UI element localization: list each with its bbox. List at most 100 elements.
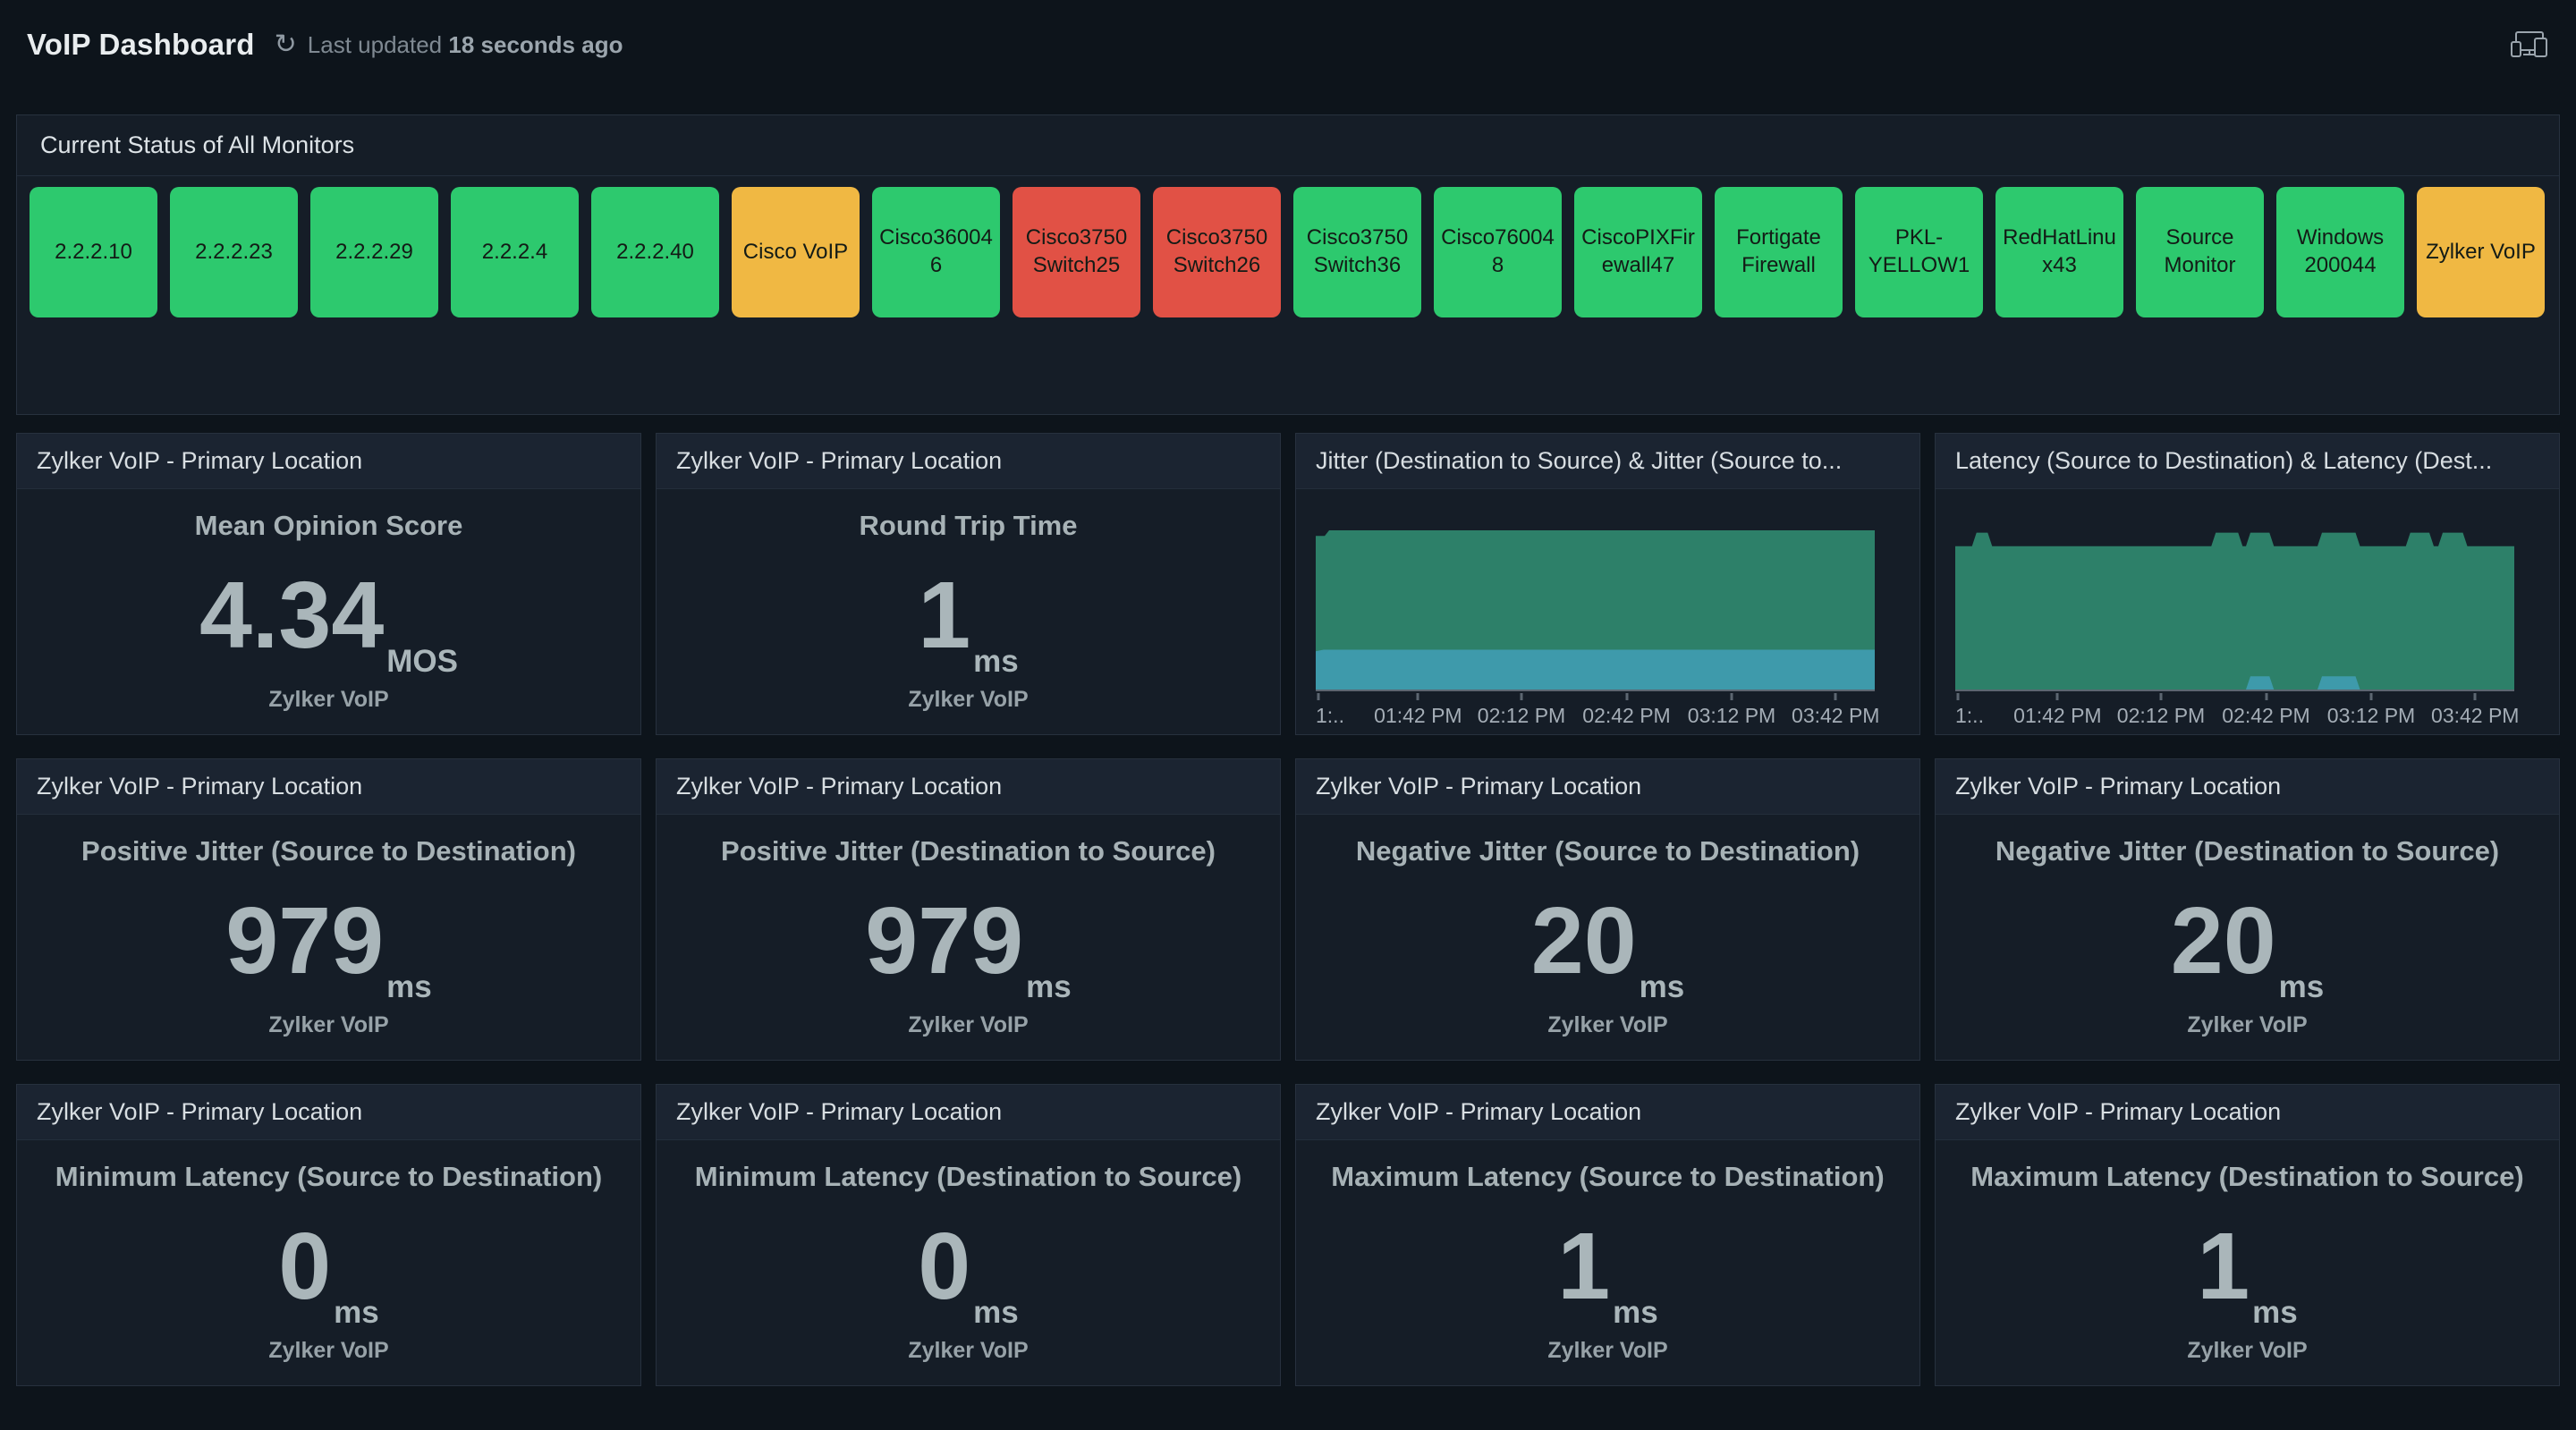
metric-card-max-latency-ds: Zylker VoIP - Primary Location Maximum L… xyxy=(1935,1084,2560,1386)
card-header: Zylker VoIP - Primary Location xyxy=(17,434,640,489)
last-updated-group: ↻ Last updated 18 seconds ago xyxy=(275,31,623,59)
card-header: Zylker VoIP - Primary Location xyxy=(1296,1085,1919,1140)
monitor-tiles: 2.2.2.10 2.2.2.23 2.2.2.29 2.2.2.4 2.2.2.40 C… xyxy=(17,176,2559,317)
metric-value-number: 0 xyxy=(918,1213,971,1319)
metric-unit: ms xyxy=(386,969,432,1004)
page-title: VoIP Dashboard xyxy=(27,28,255,61)
axis-tick-label: 02:12 PM xyxy=(1477,704,1566,727)
metric-unit: ms xyxy=(973,644,1019,679)
metric-title: Negative Jitter (Destination to Source) xyxy=(1995,835,2500,867)
metric-value-number: 20 xyxy=(2170,887,2276,994)
metric-card-positive-jitter-ds: Zylker VoIP - Primary Location Positive … xyxy=(656,758,1281,1061)
axis-tick xyxy=(1956,693,1959,700)
monitor-tile[interactable]: Source Monitor xyxy=(2136,187,2264,317)
x-axis-labels: 1:.. 01:42 PM 02:12 PM 02:42 PM 03:12 PM 03:4… xyxy=(1955,704,2519,731)
chart-card-jitter: Jitter (Destination to Source) & Jitter … xyxy=(1295,433,1920,735)
card-body: Negative Jitter (Source to Destination) … xyxy=(1296,815,1919,1060)
chart-body: 1:.. 01:42 PM 02:12 PM 02:42 PM 03:12 PM 03:4… xyxy=(1296,489,1919,734)
monitor-tile[interactable]: Windows 200044 xyxy=(2276,187,2404,317)
topbar: VoIP Dashboard ↻ Last updated 18 seconds… xyxy=(0,0,2576,89)
area-series xyxy=(1955,532,2514,690)
monitor-tile[interactable]: Cisco760048 xyxy=(1434,187,1562,317)
monitor-name-label: Zylker VoIP xyxy=(268,1338,389,1363)
current-status-panel: Current Status of All Monitors 2.2.2.10 2… xyxy=(16,114,2560,415)
axis-tick xyxy=(2369,693,2373,700)
monitor-tile[interactable]: 2.2.2.23 xyxy=(170,187,298,317)
monitor-name-label: Zylker VoIP xyxy=(2187,1338,2308,1363)
x-axis-labels: 1:.. 01:42 PM 02:12 PM 02:42 PM 03:12 PM 03:4… xyxy=(1316,704,1879,731)
card-body: Negative Jitter (Destination to Source) … xyxy=(1936,815,2559,1060)
chart-card-latency: Latency (Source to Destination) & Latenc… xyxy=(1935,433,2560,735)
jitter-area-chart xyxy=(1316,530,1875,691)
refresh-icon[interactable]: ↻ xyxy=(274,30,297,59)
card-body: Positive Jitter (Destination to Source) … xyxy=(657,815,1280,1060)
metric-value-number: 0 xyxy=(278,1213,332,1319)
metric-title: Minimum Latency (Destination to Source) xyxy=(694,1161,1242,1192)
metric-title: Mean Opinion Score xyxy=(194,510,463,541)
card-body: Mean Opinion Score 4.34 MOS Zylker VoIP xyxy=(17,489,640,734)
metric-card-mean-opinion-score: Zylker VoIP - Primary Location Mean Opin… xyxy=(16,433,641,735)
metric-title: Positive Jitter (Destination to Source) xyxy=(721,835,1216,867)
axis-tick xyxy=(1834,693,1837,700)
card-header: Jitter (Destination to Source) & Jitter … xyxy=(1296,434,1919,489)
metric-title: Maximum Latency (Source to Destination) xyxy=(1331,1161,1885,1192)
card-body: Maximum Latency (Destination to Source) … xyxy=(1936,1140,2559,1385)
devices-icon[interactable] xyxy=(2510,27,2549,63)
metric-value-number: 1 xyxy=(2197,1213,2250,1319)
last-updated-value: 18 seconds ago xyxy=(448,30,623,58)
axis-tick-label: 02:12 PM xyxy=(2116,704,2206,727)
metric-card-min-latency-ds: Zylker VoIP - Primary Location Minimum L… xyxy=(656,1084,1281,1386)
monitor-tile[interactable]: PKL-YELLOW1 xyxy=(1855,187,1983,317)
card-header: Zylker VoIP - Primary Location xyxy=(1296,759,1919,815)
metric-value-number: 1 xyxy=(1557,1213,1611,1319)
monitor-tile[interactable]: 2.2.2.29 xyxy=(310,187,438,317)
monitor-tile[interactable]: RedHatLinux43 xyxy=(1996,187,2123,317)
monitor-tile[interactable]: Cisco3750Switch26 xyxy=(1153,187,1281,317)
monitor-tile[interactable]: Cisco3750Switch36 xyxy=(1293,187,1421,317)
monitor-tile[interactable]: 2.2.2.10 xyxy=(30,187,157,317)
metric-card-positive-jitter-sd: Zylker VoIP - Primary Location Positive … xyxy=(16,758,641,1061)
monitor-name-label: Zylker VoIP xyxy=(2187,1012,2308,1037)
card-header: Zylker VoIP - Primary Location xyxy=(1936,1085,2559,1140)
metric-title: Negative Jitter (Source to Destination) xyxy=(1355,835,1860,867)
metric-title: Positive Jitter (Source to Destination) xyxy=(81,835,576,867)
axis-tick-label: 03:12 PM xyxy=(1687,704,1776,727)
metric-value: 0 ms xyxy=(278,1194,379,1338)
widget-grid: Zylker VoIP - Primary Location Mean Opin… xyxy=(16,433,2560,1386)
latency-area-chart xyxy=(1955,530,2514,691)
metric-unit: MOS xyxy=(386,644,459,679)
monitor-tile[interactable]: Fortigate Firewall xyxy=(1715,187,1843,317)
metric-unit: ms xyxy=(1639,969,1685,1004)
card-body: Maximum Latency (Source to Destination) … xyxy=(1296,1140,1919,1385)
monitor-tile[interactable]: CiscoPIXFirewall47 xyxy=(1574,187,1702,317)
metric-value-number: 1 xyxy=(918,562,971,668)
monitor-tile[interactable]: 2.2.2.40 xyxy=(591,187,719,317)
axis-tick xyxy=(1520,693,1523,700)
metric-unit: ms xyxy=(334,1295,379,1330)
axis-tick-label: 01:42 PM xyxy=(1374,704,1462,727)
card-body: Minimum Latency (Source to Destination) … xyxy=(17,1140,640,1385)
monitor-tile[interactable]: Cisco VoIP xyxy=(732,187,860,317)
metric-value: 20 ms xyxy=(2171,868,2325,1012)
metric-value: 1 ms xyxy=(918,543,1019,687)
axis-tick-label: 02:42 PM xyxy=(1582,704,1671,727)
metric-value: 0 ms xyxy=(918,1194,1019,1338)
axis-tick xyxy=(2265,693,2267,700)
card-header: Latency (Source to Destination) & Latenc… xyxy=(1936,434,2559,489)
monitor-tile[interactable]: 2.2.2.4 xyxy=(451,187,579,317)
topbar-actions xyxy=(2510,27,2549,63)
monitor-tile[interactable]: Cisco360046 xyxy=(872,187,1000,317)
metric-value-number: 4.34 xyxy=(199,562,385,668)
monitor-name-label: Zylker VoIP xyxy=(908,1012,1029,1037)
monitor-tile[interactable]: Cisco3750Switch25 xyxy=(1013,187,1140,317)
monitor-tile[interactable]: Zylker VoIP xyxy=(2417,187,2545,317)
metric-card-min-latency-sd: Zylker VoIP - Primary Location Minimum L… xyxy=(16,1084,641,1386)
metric-value-number: 20 xyxy=(1530,887,1637,994)
dashboard-content: Current Status of All Monitors 2.2.2.10 2… xyxy=(0,89,2576,1386)
card-header: Zylker VoIP - Primary Location xyxy=(657,759,1280,815)
axis-tick-label: 1:.. xyxy=(1955,704,1984,727)
card-header: Zylker VoIP - Primary Location xyxy=(657,1085,1280,1140)
metric-title: Minimum Latency (Source to Destination) xyxy=(55,1161,603,1192)
axis-tick-label: 03:42 PM xyxy=(1792,704,1880,727)
axis-tick xyxy=(2473,693,2477,700)
